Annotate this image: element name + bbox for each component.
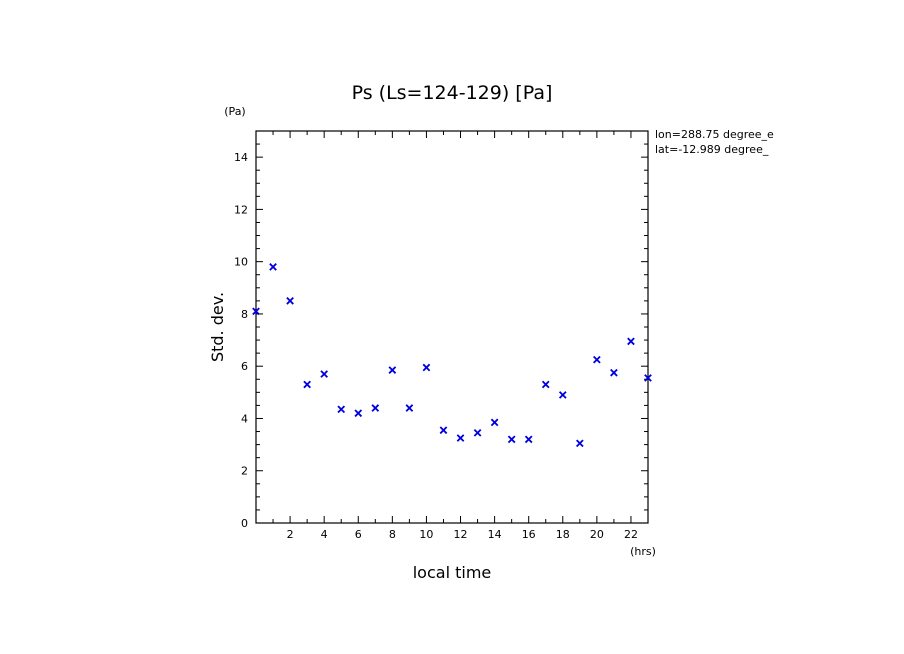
lat-annotation: lat=-12.989 degree_ xyxy=(655,143,769,156)
data-point xyxy=(644,374,652,382)
x-tick-label: 2 xyxy=(287,528,294,541)
data-point-stroke xyxy=(541,380,550,389)
data-point-stroke xyxy=(473,429,482,437)
data-point xyxy=(303,380,311,389)
data-point xyxy=(269,263,277,271)
data-point-stroke xyxy=(644,374,652,382)
data-point-stroke xyxy=(439,426,448,435)
x-tick-label: 8 xyxy=(389,528,396,541)
data-point xyxy=(337,405,346,414)
data-point xyxy=(610,368,618,377)
x-tick-label: 16 xyxy=(522,528,536,541)
data-point xyxy=(524,435,533,444)
data-point-stroke xyxy=(286,297,294,305)
data-point-stroke xyxy=(405,404,414,412)
data-point xyxy=(558,391,567,399)
data-point xyxy=(575,439,584,448)
y-tick-label: 2 xyxy=(241,465,248,478)
data-point-stroke xyxy=(610,368,618,377)
data-point-stroke xyxy=(507,435,516,444)
data-point-stroke xyxy=(388,366,397,374)
y-tick-label: 0 xyxy=(241,517,248,530)
y-tick-label: 12 xyxy=(234,203,248,216)
data-point xyxy=(320,370,329,378)
data-point-stroke xyxy=(252,307,260,316)
x-tick-label: 6 xyxy=(355,528,362,541)
data-point xyxy=(422,363,431,372)
data-point-stroke xyxy=(490,418,499,427)
data-point-stroke xyxy=(558,391,567,399)
data-point xyxy=(286,297,294,305)
data-point-stroke xyxy=(524,435,533,444)
y-tick-label: 8 xyxy=(241,308,248,321)
data-point-stroke xyxy=(422,363,431,372)
data-point xyxy=(541,380,550,389)
x-tick-label: 14 xyxy=(488,528,502,541)
data-point-stroke xyxy=(269,263,277,271)
data-point xyxy=(439,426,448,435)
data-point-stroke xyxy=(337,405,346,414)
lon-annotation: lon=288.75 degree_e xyxy=(655,128,774,141)
data-point xyxy=(627,337,635,346)
x-tick-label: 20 xyxy=(590,528,604,541)
axis-ticks xyxy=(255,130,649,524)
data-point-stroke xyxy=(575,439,584,448)
x-unit-label: (hrs) xyxy=(630,545,656,558)
y-tick-label: 10 xyxy=(234,256,248,269)
data-point-stroke xyxy=(456,434,465,442)
data-point xyxy=(388,366,397,374)
y-unit-label: (Pa) xyxy=(224,105,245,118)
chart-title: Ps (Ls=124-129) [Pa] xyxy=(352,82,553,104)
data-point xyxy=(507,435,516,444)
y-tick-label: 4 xyxy=(241,412,248,425)
x-axis-label: local time xyxy=(413,563,492,582)
x-tick-label: 12 xyxy=(454,528,468,541)
data-point-stroke xyxy=(627,337,635,346)
x-tick-label: 4 xyxy=(321,528,328,541)
y-tick-label: 6 xyxy=(241,360,248,373)
x-tick-label: 22 xyxy=(624,528,638,541)
data-point xyxy=(354,409,363,418)
data-points xyxy=(252,263,652,448)
data-point-stroke xyxy=(593,355,601,364)
y-axis-label: Std. dev. xyxy=(208,292,227,362)
data-point-stroke xyxy=(303,380,311,389)
data-point xyxy=(456,434,465,442)
x-tick-label: 10 xyxy=(419,528,433,541)
data-point xyxy=(593,355,601,364)
data-point-stroke xyxy=(371,404,380,412)
data-point xyxy=(405,404,414,412)
data-point-stroke xyxy=(320,370,329,378)
data-point xyxy=(490,418,499,427)
y-tick-label: 14 xyxy=(234,151,248,164)
data-point-stroke xyxy=(354,409,363,418)
x-tick-label: 18 xyxy=(556,528,570,541)
tick-labels: 0 2 4 6 8 10 12 14 2 4 6 8 10 12 14 16 18 20 22 xyxy=(234,151,638,541)
data-point xyxy=(473,429,482,437)
data-point xyxy=(371,404,380,412)
data-point xyxy=(252,307,260,316)
plot-frame xyxy=(255,130,649,524)
